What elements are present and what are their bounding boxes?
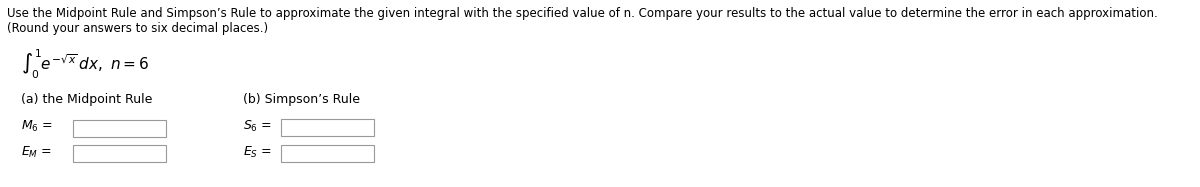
FancyBboxPatch shape — [73, 145, 166, 162]
Text: (a) the Midpoint Rule: (a) the Midpoint Rule — [22, 94, 152, 107]
Text: (b) Simpson’s Rule: (b) Simpson’s Rule — [242, 94, 360, 107]
Text: $E_S$ =: $E_S$ = — [242, 145, 271, 160]
FancyBboxPatch shape — [281, 119, 374, 136]
FancyBboxPatch shape — [73, 120, 166, 137]
Text: Use the Midpoint Rule and Simpson’s Rule to approximate the given integral with : Use the Midpoint Rule and Simpson’s Rule… — [7, 7, 1158, 35]
Text: $S_6$ =: $S_6$ = — [242, 119, 272, 134]
Text: $E_M$ =: $E_M$ = — [22, 145, 52, 160]
Text: $\int_{0}^{1} e^{-\sqrt{x}}\,dx,\ n = 6$: $\int_{0}^{1} e^{-\sqrt{x}}\,dx,\ n = 6$ — [22, 47, 150, 81]
FancyBboxPatch shape — [281, 145, 374, 162]
Text: $M_6$ =: $M_6$ = — [22, 119, 53, 134]
